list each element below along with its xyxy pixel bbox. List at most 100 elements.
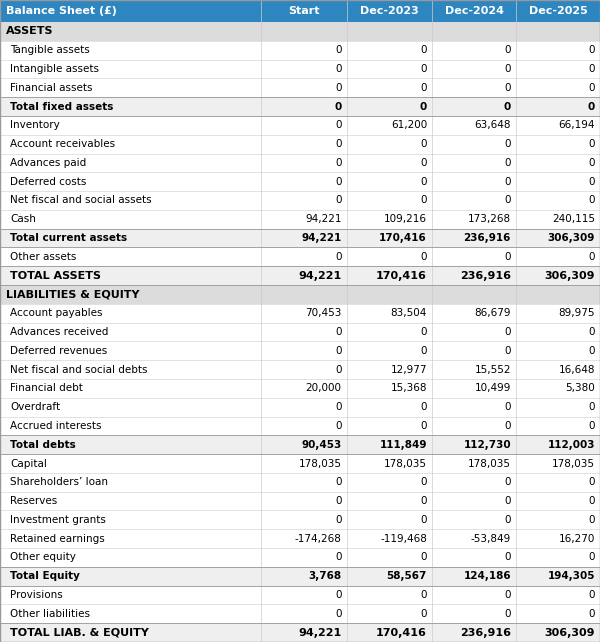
Text: Deferred costs: Deferred costs xyxy=(10,177,86,187)
Text: 124,186: 124,186 xyxy=(463,571,511,581)
Text: 236,916: 236,916 xyxy=(460,271,511,281)
Text: 236,916: 236,916 xyxy=(464,233,511,243)
Text: 0: 0 xyxy=(335,515,341,525)
Text: 0: 0 xyxy=(505,45,511,55)
Text: 0: 0 xyxy=(589,45,595,55)
Text: 0: 0 xyxy=(335,609,341,619)
Text: 90,453: 90,453 xyxy=(301,440,341,450)
Text: 0: 0 xyxy=(589,64,595,74)
Text: 306,309: 306,309 xyxy=(545,628,595,638)
Text: 70,453: 70,453 xyxy=(305,308,341,318)
Text: 0: 0 xyxy=(589,590,595,600)
Text: 0: 0 xyxy=(421,177,427,187)
Text: 0: 0 xyxy=(421,421,427,431)
Text: 0: 0 xyxy=(335,553,341,562)
Text: Capital: Capital xyxy=(10,458,47,469)
Bar xyxy=(0,567,600,586)
Text: 10,499: 10,499 xyxy=(475,383,511,394)
Text: 20,000: 20,000 xyxy=(305,383,341,394)
Text: 0: 0 xyxy=(505,195,511,205)
Text: 0: 0 xyxy=(335,195,341,205)
Text: 170,416: 170,416 xyxy=(376,271,427,281)
Text: Other assets: Other assets xyxy=(10,252,76,262)
Bar xyxy=(0,97,600,116)
Text: 0: 0 xyxy=(505,609,511,619)
Bar xyxy=(0,604,600,623)
Bar xyxy=(0,492,600,510)
Text: 0: 0 xyxy=(421,195,427,205)
Text: 0: 0 xyxy=(335,365,341,374)
Bar xyxy=(0,510,600,529)
Bar xyxy=(0,229,600,247)
Text: 0: 0 xyxy=(589,83,595,92)
Text: 178,035: 178,035 xyxy=(299,458,341,469)
Text: 0: 0 xyxy=(421,553,427,562)
Bar xyxy=(0,210,600,229)
Text: Other liabilities: Other liabilities xyxy=(10,609,90,619)
Text: Financial debt: Financial debt xyxy=(10,383,83,394)
Text: 112,730: 112,730 xyxy=(463,440,511,450)
Text: 109,216: 109,216 xyxy=(384,214,427,224)
Bar xyxy=(0,398,600,417)
Text: 0: 0 xyxy=(505,64,511,74)
Text: 0: 0 xyxy=(335,252,341,262)
Bar xyxy=(0,417,600,435)
Text: Dec-2023: Dec-2023 xyxy=(360,6,419,16)
Text: Account receivables: Account receivables xyxy=(10,139,115,149)
Text: Total Equity: Total Equity xyxy=(10,571,80,581)
Bar xyxy=(0,623,600,642)
Bar xyxy=(0,0,600,22)
Text: 0: 0 xyxy=(505,553,511,562)
Text: 15,368: 15,368 xyxy=(391,383,427,394)
Text: Deferred revenues: Deferred revenues xyxy=(10,346,107,356)
Text: 0: 0 xyxy=(588,101,595,112)
Text: Total debts: Total debts xyxy=(10,440,76,450)
Text: 0: 0 xyxy=(589,252,595,262)
Text: 0: 0 xyxy=(421,496,427,506)
Text: 0: 0 xyxy=(505,421,511,431)
Text: 0: 0 xyxy=(589,327,595,337)
Bar xyxy=(0,360,600,379)
Bar xyxy=(0,285,600,304)
Text: 0: 0 xyxy=(335,158,341,168)
Text: 0: 0 xyxy=(421,346,427,356)
Text: Retained earnings: Retained earnings xyxy=(10,534,105,544)
Text: 0: 0 xyxy=(421,83,427,92)
Text: Balance Sheet (£): Balance Sheet (£) xyxy=(6,6,117,16)
Text: Financial assets: Financial assets xyxy=(10,83,92,92)
Bar xyxy=(0,454,600,473)
Text: Shareholders’ loan: Shareholders’ loan xyxy=(10,477,108,487)
Text: 0: 0 xyxy=(589,139,595,149)
Text: 0: 0 xyxy=(421,477,427,487)
Text: 0: 0 xyxy=(335,421,341,431)
Bar xyxy=(0,473,600,492)
Text: Total current assets: Total current assets xyxy=(10,233,127,243)
Text: 0: 0 xyxy=(504,101,511,112)
Text: Net fiscal and social debts: Net fiscal and social debts xyxy=(10,365,148,374)
Text: 0: 0 xyxy=(505,327,511,337)
Text: 0: 0 xyxy=(335,402,341,412)
Text: LIABILITIES & EQUITY: LIABILITIES & EQUITY xyxy=(6,290,139,299)
Text: 0: 0 xyxy=(421,609,427,619)
Text: 170,416: 170,416 xyxy=(379,233,427,243)
Text: 0: 0 xyxy=(589,158,595,168)
Text: Intangible assets: Intangible assets xyxy=(10,64,99,74)
Text: Overdraft: Overdraft xyxy=(10,402,60,412)
Text: 0: 0 xyxy=(505,158,511,168)
Text: 0: 0 xyxy=(420,101,427,112)
Text: 0: 0 xyxy=(589,177,595,187)
Text: 112,003: 112,003 xyxy=(548,440,595,450)
Text: 0: 0 xyxy=(335,177,341,187)
Text: 0: 0 xyxy=(589,346,595,356)
Text: 173,268: 173,268 xyxy=(468,214,511,224)
Bar xyxy=(0,135,600,153)
Text: 0: 0 xyxy=(335,346,341,356)
Text: 0: 0 xyxy=(421,327,427,337)
Bar xyxy=(0,41,600,60)
Text: 0: 0 xyxy=(505,252,511,262)
Text: 0: 0 xyxy=(589,515,595,525)
Bar xyxy=(0,153,600,172)
Text: Start: Start xyxy=(288,6,320,16)
Text: 0: 0 xyxy=(421,158,427,168)
Text: -119,468: -119,468 xyxy=(380,534,427,544)
